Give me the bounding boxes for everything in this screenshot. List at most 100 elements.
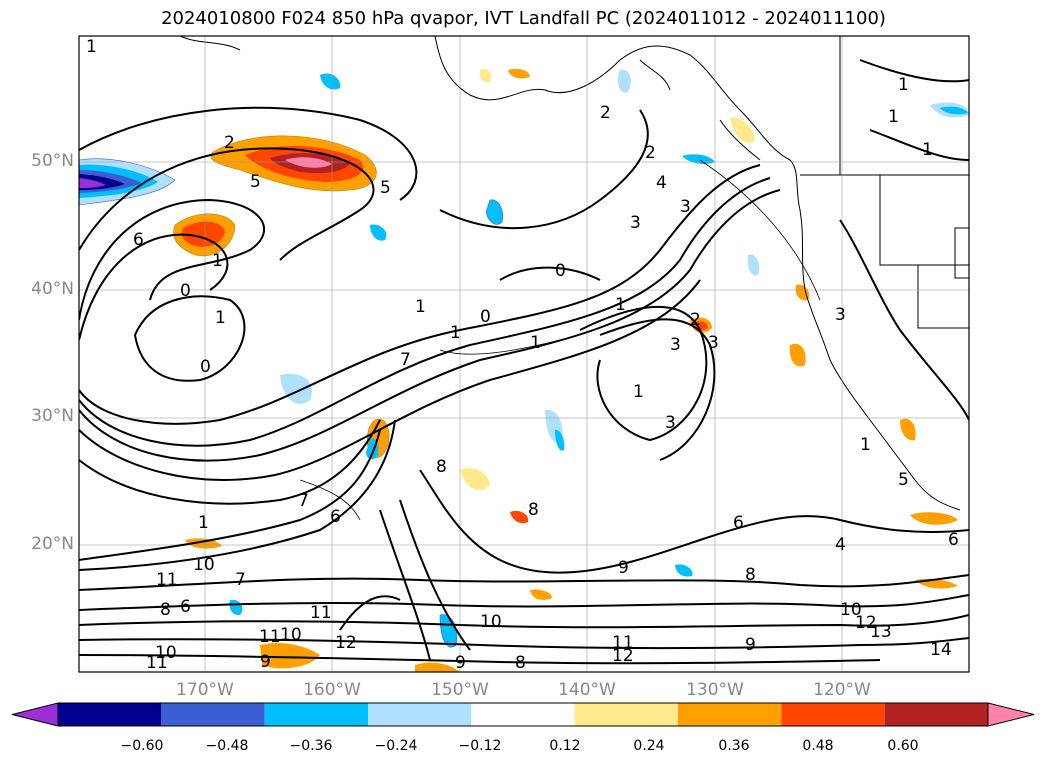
contour-label: 1 xyxy=(860,435,871,455)
contour-label: 1 xyxy=(530,333,541,353)
contour-label: 9 xyxy=(455,653,466,673)
contour-label: 8 xyxy=(160,600,171,620)
lon-label-160w: 160°W xyxy=(303,680,361,700)
contour-label: 4 xyxy=(835,535,846,555)
contour-label: 5 xyxy=(898,470,909,490)
contour-label: 7 xyxy=(400,350,411,370)
contour-label: 1 xyxy=(86,37,97,57)
contour-label: 14 xyxy=(930,640,952,660)
contour-label: 0 xyxy=(180,281,191,301)
contour-label: 6 xyxy=(733,513,744,533)
lat-label-50n: 50°N xyxy=(31,151,74,171)
colorbar-box xyxy=(368,703,472,726)
contour-label: 8 xyxy=(528,500,539,520)
contour-label: 2 xyxy=(224,133,235,153)
contour-label: 10 xyxy=(193,555,215,575)
contour-label: 6 xyxy=(133,230,144,250)
colorbar xyxy=(11,702,1035,727)
colorbar-tick: 0.48 xyxy=(802,738,834,754)
colorbar-box xyxy=(884,703,988,726)
colorbar-box xyxy=(471,703,575,726)
colorbar-box xyxy=(574,703,678,726)
lon-label-150w: 150°W xyxy=(431,680,489,700)
contour-label: 9 xyxy=(745,635,756,655)
colorbar-tick: 0.24 xyxy=(633,738,665,754)
contour-label: 5 xyxy=(250,172,261,192)
contour-label: 2 xyxy=(690,310,701,330)
gridlines xyxy=(79,36,969,672)
colorbar-tick: −0.24 xyxy=(374,738,418,754)
contour-label: 0 xyxy=(480,307,491,327)
contour-label: 11 xyxy=(259,627,281,647)
lon-label-140w: 140°W xyxy=(558,680,616,700)
contour-label: 12 xyxy=(335,633,357,653)
contour-label: 3 xyxy=(665,413,676,433)
lon-label-170w: 170°W xyxy=(176,680,234,700)
contour-label: 3 xyxy=(670,335,681,355)
contour-label: 1 xyxy=(212,251,223,271)
contour-label-group: 1 2 5 5 6 1 0 1 0 0 1 0 1 1 2 2 4 3 3 1 … xyxy=(86,37,959,673)
contour-label: 6 xyxy=(948,530,959,550)
contour-label: 10 xyxy=(155,643,177,663)
contour-label: 7 xyxy=(235,570,246,590)
contour-label: 8 xyxy=(745,565,756,585)
contour-label: 2 xyxy=(600,103,611,123)
contour-label: 1 xyxy=(888,107,899,127)
contour-label: 1 xyxy=(450,323,461,343)
contour-label: 11 xyxy=(612,633,634,653)
contour-label: 10 xyxy=(840,600,862,620)
contour-label: 3 xyxy=(835,305,846,325)
contour-label: 8 xyxy=(436,457,447,477)
lat-label-20n: 20°N xyxy=(31,534,74,554)
coastlines xyxy=(179,36,969,511)
contour-label: 11 xyxy=(156,570,178,590)
colorbar-box xyxy=(264,703,368,726)
ivt-contours xyxy=(79,59,969,665)
contour-label: 8 xyxy=(515,653,526,673)
contour-label: 6 xyxy=(180,597,191,617)
lon-label-130w: 130°W xyxy=(686,680,744,700)
contour-label: 1 xyxy=(615,295,626,315)
contour-label: 7 xyxy=(298,491,309,511)
contour-label: 1 xyxy=(415,297,426,317)
contour-label: 3 xyxy=(708,333,719,353)
colorbar-tick: −0.48 xyxy=(205,738,249,754)
thin-contours xyxy=(299,159,821,521)
contour-label: 5 xyxy=(380,178,391,198)
contour-label: 3 xyxy=(630,213,641,233)
contour-label: 6 xyxy=(330,507,341,527)
contour-label: 11 xyxy=(146,653,168,673)
contour-label: 1 xyxy=(922,140,933,160)
contour-label: 1 xyxy=(215,308,226,328)
contour-label: 10 xyxy=(480,612,502,632)
colorbar-box xyxy=(781,703,885,726)
map-frame xyxy=(78,35,970,673)
contour-label: 9 xyxy=(618,558,629,578)
contour-label: 12 xyxy=(612,646,634,666)
contour-label: 1 xyxy=(633,382,644,402)
contour-label: 3 xyxy=(680,197,691,217)
contour-label: 11 xyxy=(310,603,332,623)
map-title: 2024010800 F024 850 hPa qvapor, IVT Land… xyxy=(161,8,886,29)
colorbar-tick: −0.60 xyxy=(120,738,164,754)
colorbar-frame xyxy=(57,702,989,727)
lat-label-40n: 40°N xyxy=(31,279,74,299)
colorbar-box xyxy=(678,703,782,726)
contour-label: 12 xyxy=(855,613,877,633)
contour-label: 9 xyxy=(260,652,271,672)
contour-label: 4 xyxy=(656,173,667,193)
colorbar-tick: 0.60 xyxy=(887,738,919,754)
colorbar-tick: 0.36 xyxy=(718,738,750,754)
colorbar-tick: −0.12 xyxy=(458,738,502,754)
contour-label: 1 xyxy=(898,75,909,95)
colorbar-box xyxy=(161,703,265,726)
lat-label-30n: 30°N xyxy=(31,406,74,426)
colorbar-extend-low xyxy=(11,702,59,727)
colorbar-extend-high xyxy=(987,702,1035,727)
colorbar-tick: −0.36 xyxy=(289,738,333,754)
contour-label: 13 xyxy=(870,622,892,642)
contour-label: 1 xyxy=(198,513,209,533)
colorbar-tick: 0.12 xyxy=(549,738,581,754)
contour-label: 0 xyxy=(555,261,566,281)
